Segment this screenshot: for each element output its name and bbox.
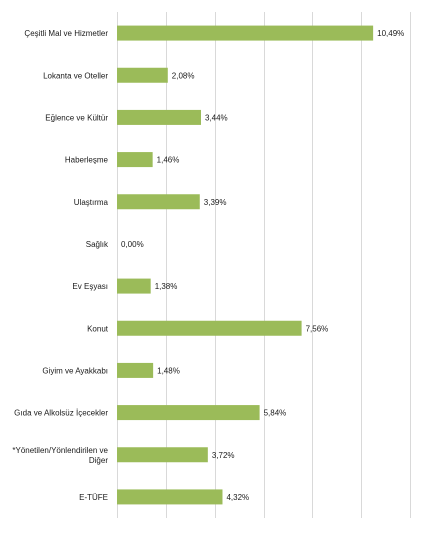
bar-10 (117, 447, 208, 463)
data-label-6: 1,38% (155, 282, 178, 291)
category-label-0: Çeşitli Mal ve Hizmetler (24, 29, 108, 38)
bar-3 (117, 152, 153, 168)
bar-6 (117, 278, 151, 294)
category-label-10: *Yönetilen/Yönlendirilen ve Diğer (12, 446, 108, 465)
category-label-11: E-TÜFE (79, 493, 108, 502)
data-label-8: 1,48% (157, 366, 180, 375)
label-layer: 10,49% Çeşitli Mal ve Hizmetler 2,08% Lokan… (12, 29, 404, 502)
category-label-3: Haberleşme (65, 156, 109, 165)
data-label-7: 7,56% (306, 324, 329, 333)
data-label-1: 2,08% (172, 71, 195, 80)
category-label-5: Sağlık (86, 240, 109, 249)
category-label-8: Giyim ve Ayakkabı (42, 366, 108, 375)
category-label-1: Lokanta ve Oteller (43, 71, 108, 80)
bar-7 (117, 320, 302, 336)
data-label-0: 10,49% (377, 29, 404, 38)
data-label-2: 3,44% (205, 113, 228, 122)
grid-layer (117, 12, 411, 518)
bar-11 (117, 489, 223, 505)
data-label-5: 0,00% (121, 240, 144, 249)
bar-layer (117, 25, 374, 505)
bar-0 (117, 25, 374, 41)
data-label-11: 4,32% (226, 493, 249, 502)
category-label-7: Konut (87, 324, 109, 333)
data-label-10: 3,72% (212, 451, 235, 460)
bar-9 (117, 405, 260, 421)
data-label-3: 1,46% (157, 156, 180, 165)
category-label-4: Ulaştırma (74, 198, 109, 207)
category-label-6: Ev Eşyası (72, 282, 108, 291)
bar-2 (117, 109, 201, 125)
bar-1 (117, 67, 168, 83)
bar-8 (117, 362, 154, 378)
data-label-4: 3,39% (204, 198, 227, 207)
category-label-9: Gıda ve Alkolsüz İçecekler (14, 409, 108, 418)
bar-4 (117, 194, 200, 210)
data-label-9: 5,84% (264, 409, 287, 418)
category-label-2: Eğlence ve Kültür (45, 113, 108, 122)
